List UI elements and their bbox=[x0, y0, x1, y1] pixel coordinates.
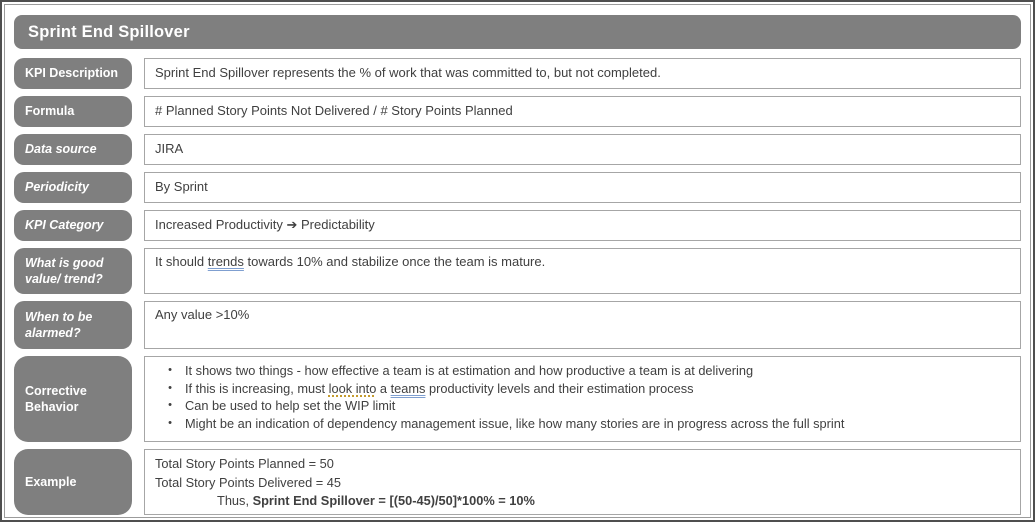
bullet-item: • Might be an indication of dependency m… bbox=[155, 415, 1010, 433]
data-source-value: JIRA bbox=[144, 134, 1021, 165]
kpi-description-label: KPI Description bbox=[14, 58, 132, 89]
style-flagged-phrase: look into bbox=[328, 380, 377, 396]
example-line-3: Thus, Sprint End Spillover = [(50-45)/50… bbox=[155, 492, 1010, 511]
value-text: Increased Productivity ➔ Predictability bbox=[155, 217, 375, 233]
row-periodicity: Periodicity By Sprint bbox=[14, 172, 1021, 203]
bullet-text: Might be an indication of dependency man… bbox=[185, 415, 845, 431]
row-good-value: What is good value/ trend? It should tre… bbox=[14, 248, 1021, 294]
grammar-flagged-word: trends bbox=[207, 254, 244, 269]
alarmed-value: Any value >10% bbox=[144, 301, 1021, 349]
formula-label: Formula bbox=[14, 96, 132, 127]
value-text-post: towards 10% and stabilize once the team … bbox=[243, 254, 546, 269]
good-value-label: What is good value/ trend? bbox=[14, 248, 132, 294]
bullet-icon: • bbox=[168, 364, 172, 376]
good-value-value: It should trends towards 10% and stabili… bbox=[144, 248, 1021, 294]
grammar-flagged-word: teams bbox=[390, 380, 426, 396]
row-kpi-category: KPI Category Increased Productivity ➔ Pr… bbox=[14, 210, 1021, 241]
value-text-pre: It should bbox=[155, 254, 208, 269]
bullet-item: • It shows two things - how effective a … bbox=[155, 362, 1010, 380]
bullet2-seg1: If this is increasing, must bbox=[185, 380, 329, 396]
example-line-2: Total Story Points Delivered = 45 bbox=[155, 474, 342, 490]
kpi-category-label: KPI Category bbox=[14, 210, 132, 241]
formula-value: # Planned Story Points Not Delivered / #… bbox=[144, 96, 1021, 127]
kpi-category-value: Increased Productivity ➔ Predictability bbox=[144, 210, 1021, 241]
bullet2-seg5: productivity levels and their estimation… bbox=[425, 380, 694, 396]
row-example: Example Total Story Points Planned = 50 … bbox=[14, 449, 1021, 515]
label-text: Corrective Behavior bbox=[25, 383, 87, 414]
bullet-icon: • bbox=[168, 399, 172, 411]
data-source-label: Data source bbox=[14, 134, 132, 165]
label-text: KPI Description bbox=[25, 66, 119, 81]
kpi-description-value: Sprint End Spillover represents the % of… bbox=[144, 58, 1021, 89]
bullet-item: • If this is increasing, must look into … bbox=[155, 380, 1010, 398]
corrective-behavior-label: Corrective Behavior bbox=[14, 356, 132, 442]
example-line-3-prefix: Thus, bbox=[217, 493, 253, 508]
label-text: What is good value/ trend? bbox=[25, 255, 104, 286]
page-title: Sprint End Spillover bbox=[28, 22, 190, 41]
value-text: By Sprint bbox=[155, 179, 208, 195]
alarmed-label: When to be alarmed? bbox=[14, 301, 132, 349]
example-label: Example bbox=[14, 449, 132, 515]
value-text: JIRA bbox=[155, 141, 184, 157]
example-value: Total Story Points Planned = 50 Total St… bbox=[144, 449, 1021, 515]
label-text: Example bbox=[25, 474, 77, 489]
label-text: Formula bbox=[25, 104, 75, 119]
row-corrective-behavior: Corrective Behavior • It shows two thing… bbox=[14, 356, 1021, 442]
value-text: Sprint End Spillover represents the % of… bbox=[155, 65, 661, 81]
label-text: KPI Category bbox=[25, 218, 104, 233]
title-bar: Sprint End Spillover bbox=[14, 15, 1021, 49]
value-text: Any value >10% bbox=[155, 307, 250, 322]
label-text: When to be alarmed? bbox=[25, 309, 93, 340]
example-result: Sprint End Spillover = [(50-45)/50]*100%… bbox=[252, 493, 535, 508]
value-text: # Planned Story Points Not Delivered / #… bbox=[155, 103, 513, 119]
periodicity-value: By Sprint bbox=[144, 172, 1021, 203]
bullet-item: • Can be used to help set the WIP limit bbox=[155, 397, 1010, 415]
bullet-text: Can be used to help set the WIP limit bbox=[185, 398, 396, 413]
label-text: Data source bbox=[25, 142, 97, 157]
example-line-1: Total Story Points Planned = 50 bbox=[155, 456, 334, 471]
bullet2-seg3: a bbox=[376, 380, 391, 396]
bullet-text: It shows two things - how effective a te… bbox=[185, 363, 754, 378]
row-data-source: Data source JIRA bbox=[14, 134, 1021, 165]
label-text: Periodicity bbox=[25, 180, 89, 195]
corrective-behavior-value: • It shows two things - how effective a … bbox=[144, 356, 1021, 442]
bullet-icon: • bbox=[168, 416, 172, 429]
bullet-text: If this is increasing, must look into a … bbox=[185, 380, 1010, 398]
row-formula: Formula # Planned Story Points Not Deliv… bbox=[14, 96, 1021, 127]
slide-content: Sprint End Spillover KPI Description Spr… bbox=[4, 4, 1031, 518]
row-kpi-description: KPI Description Sprint End Spillover rep… bbox=[14, 58, 1021, 89]
row-alarmed: When to be alarmed? Any value >10% bbox=[14, 301, 1021, 349]
bullet-icon: • bbox=[168, 381, 172, 394]
periodicity-label: Periodicity bbox=[14, 172, 132, 203]
